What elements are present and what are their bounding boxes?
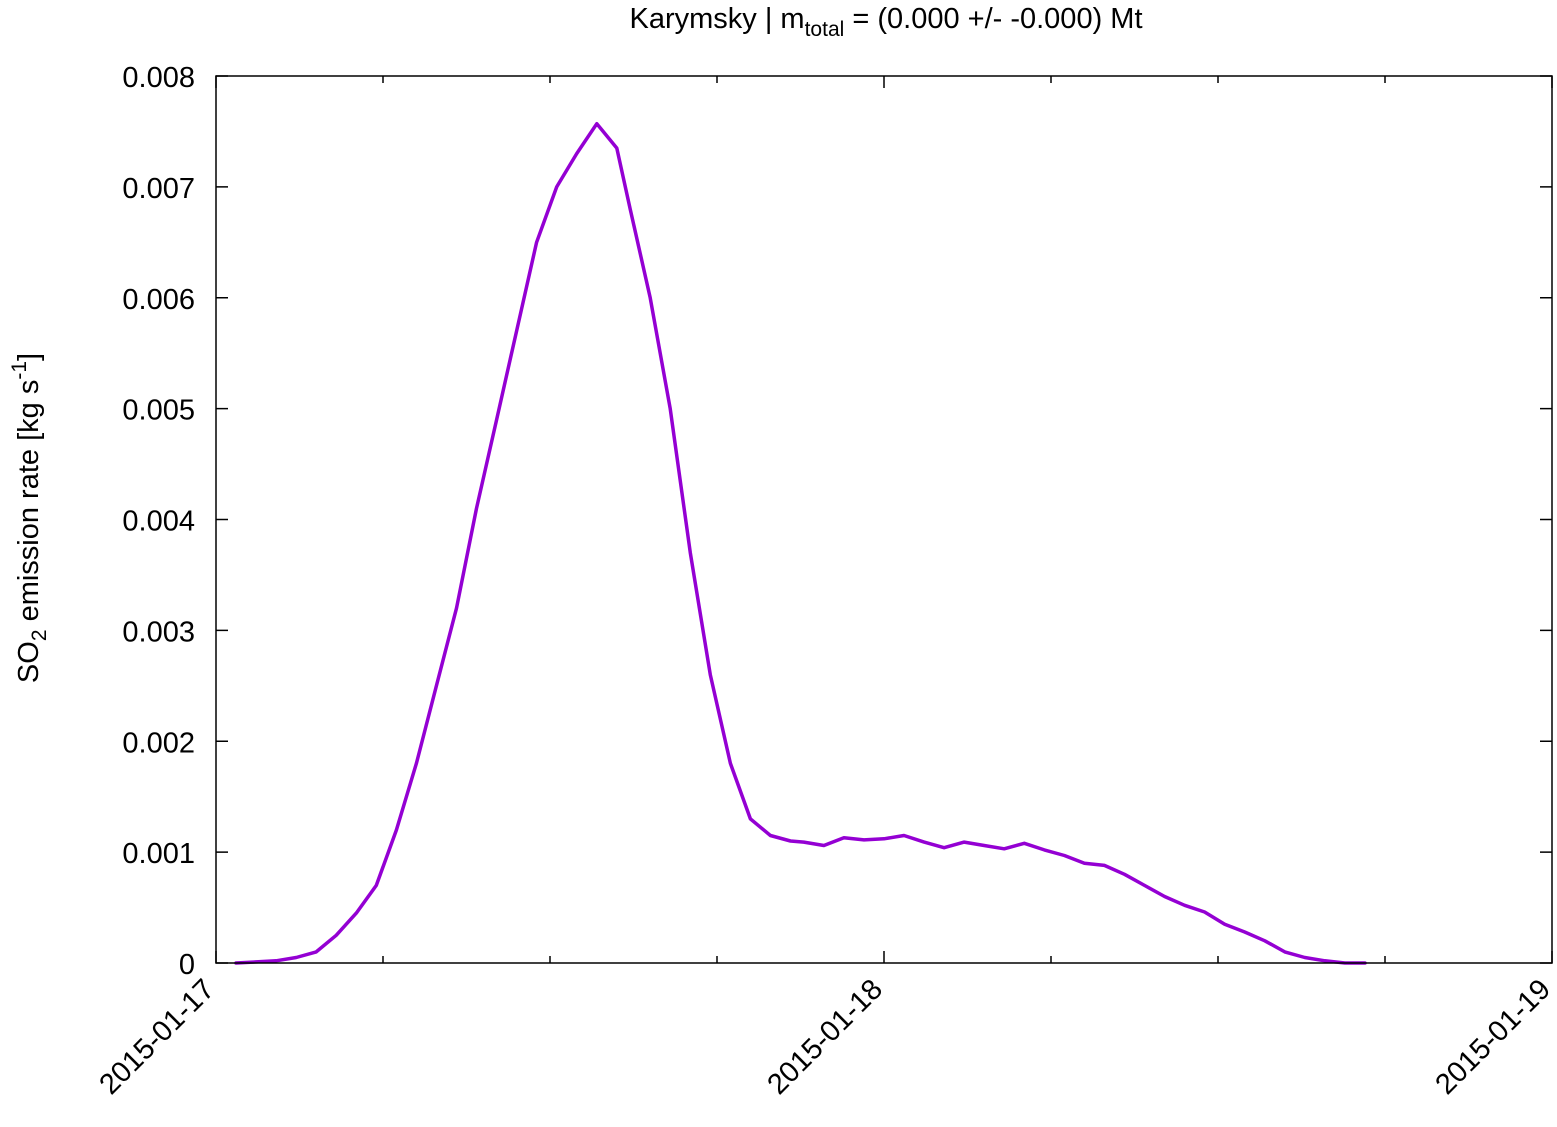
y-tick-label: 0.008 [122, 62, 195, 94]
y-tick-label: 0.001 [122, 838, 195, 870]
y-axis-label-sub: 2 [28, 629, 51, 641]
axis-tick-labels: 0 0.001 0.002 0.003 0.004 0.005 0.006 0.007 0.00… [93, 62, 1557, 1101]
y-axis-label-sup: -1 [8, 361, 31, 380]
y-axis-label-pre: SO [13, 641, 45, 683]
chart-title-suffix: = (0.000 +/- -0.000) Mt [844, 3, 1142, 35]
series-line [234, 121, 1367, 965]
chart-title-sub: total [805, 18, 845, 41]
y-axis-label-post: ] [13, 353, 45, 361]
y-axis-label-mid: emission rate [kg s [13, 380, 45, 630]
chart-title: Karymsky | mtotal = (0.000 +/- -0.000) M… [630, 3, 1143, 41]
y-tick-label: 0.006 [122, 284, 195, 316]
plot-frame [215, 75, 1553, 964]
y-tick-label: 0.007 [122, 173, 195, 205]
x-tick-label: 2015-01-19 [1429, 973, 1557, 1101]
y-tick-label: 0.004 [122, 506, 195, 538]
axis-ticks [215, 75, 1553, 964]
y-axis-label: SO2 emission rate [kg s-1] [8, 353, 51, 683]
chart-title-prefix: Karymsky | m [630, 3, 805, 35]
x-tick-label: 2015-01-18 [761, 973, 889, 1101]
y-tick-label: 0 [179, 949, 195, 981]
y-tick-label: 0.005 [122, 395, 195, 427]
y-tick-label: 0.003 [122, 616, 195, 648]
y-tick-label: 0.002 [122, 727, 195, 759]
x-tick-label: 2015-01-17 [93, 973, 221, 1101]
